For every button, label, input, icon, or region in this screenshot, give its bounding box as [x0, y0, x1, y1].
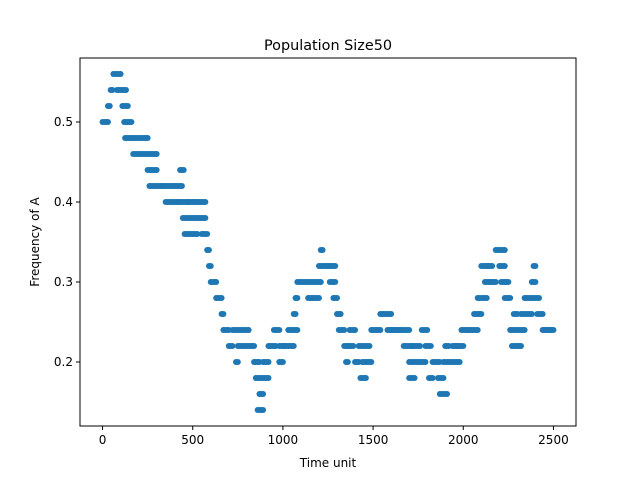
data-point	[180, 167, 187, 173]
data-point	[194, 231, 201, 237]
x-tick-label: 1000	[268, 433, 299, 447]
data-point	[501, 263, 508, 269]
data-point	[202, 215, 209, 221]
data-point	[350, 343, 357, 349]
data-point	[153, 167, 160, 173]
data-point	[532, 263, 539, 269]
data-point	[517, 343, 524, 349]
data-point	[474, 327, 481, 333]
data-point	[290, 343, 297, 349]
data-point	[422, 359, 429, 365]
data-point	[368, 359, 375, 365]
data-points	[99, 71, 557, 413]
data-point	[334, 295, 341, 301]
data-point	[292, 311, 299, 317]
data-point	[388, 311, 395, 317]
data-point	[406, 327, 413, 333]
x-tick-label: 2000	[448, 433, 479, 447]
data-point	[202, 199, 209, 205]
chart-title: Population Size50	[264, 38, 392, 54]
data-point	[213, 279, 220, 285]
x-tick-label: 0	[99, 433, 107, 447]
plot-frame	[79, 57, 577, 427]
data-point	[507, 295, 514, 301]
data-point	[294, 327, 301, 333]
data-point	[144, 135, 151, 141]
data-point	[117, 71, 124, 77]
data-point	[444, 391, 451, 397]
y-axis-label: Frequency of A	[28, 197, 42, 287]
data-point	[204, 231, 211, 237]
data-point	[245, 327, 252, 333]
data-point	[536, 295, 543, 301]
data-point	[124, 103, 131, 109]
data-point	[460, 343, 467, 349]
data-point	[501, 247, 508, 253]
data-point	[478, 311, 485, 317]
data-point	[294, 295, 301, 301]
data-point	[362, 375, 369, 381]
data-point	[265, 359, 272, 365]
data-point	[377, 327, 384, 333]
data-point	[528, 311, 535, 317]
data-point	[332, 279, 339, 285]
data-point	[411, 375, 418, 381]
data-point	[207, 263, 214, 269]
data-point	[122, 87, 129, 93]
data-point	[539, 311, 546, 317]
data-point	[279, 359, 286, 365]
data-point	[424, 327, 431, 333]
x-tick-label: 2500	[538, 433, 569, 447]
y-axis-ticks: 0.2 0.3 0.4 0.5	[54, 115, 80, 369]
data-point	[260, 407, 267, 413]
data-point	[344, 359, 351, 365]
data-point	[505, 279, 512, 285]
data-point	[220, 311, 227, 317]
x-axis-label: Time unit	[299, 456, 357, 470]
y-tick-label: 0.4	[54, 195, 73, 209]
data-point	[276, 327, 283, 333]
data-point	[251, 343, 258, 349]
data-point	[104, 119, 111, 125]
data-point	[352, 327, 359, 333]
data-point	[315, 295, 322, 301]
data-point	[205, 247, 212, 253]
data-point	[440, 375, 447, 381]
data-point	[218, 295, 225, 301]
data-point	[317, 279, 324, 285]
data-point	[341, 327, 348, 333]
y-tick-label: 0.3	[54, 275, 73, 289]
data-point	[489, 263, 496, 269]
data-point	[366, 343, 373, 349]
data-point	[416, 343, 423, 349]
data-point	[550, 327, 557, 333]
data-point	[229, 343, 236, 349]
data-point	[521, 327, 528, 333]
data-point	[483, 295, 490, 301]
data-point	[427, 343, 434, 349]
data-point	[456, 359, 463, 365]
data-point	[260, 391, 267, 397]
data-point	[337, 311, 344, 317]
y-tick-label: 0.2	[54, 355, 73, 369]
data-point	[429, 375, 436, 381]
x-axis-ticks: 0 500 1000 1500 2000 2500	[99, 426, 569, 447]
data-point	[234, 359, 241, 365]
data-point	[265, 375, 272, 381]
data-point	[106, 103, 113, 109]
data-point	[532, 279, 539, 285]
data-point	[153, 151, 160, 157]
x-tick-label: 1500	[358, 433, 389, 447]
data-point	[178, 183, 185, 189]
y-tick-label: 0.5	[54, 115, 73, 129]
data-point	[492, 279, 499, 285]
x-tick-label: 500	[181, 433, 204, 447]
data-point	[319, 247, 326, 253]
data-point	[128, 119, 135, 125]
data-point	[109, 87, 116, 93]
data-point	[332, 263, 339, 269]
